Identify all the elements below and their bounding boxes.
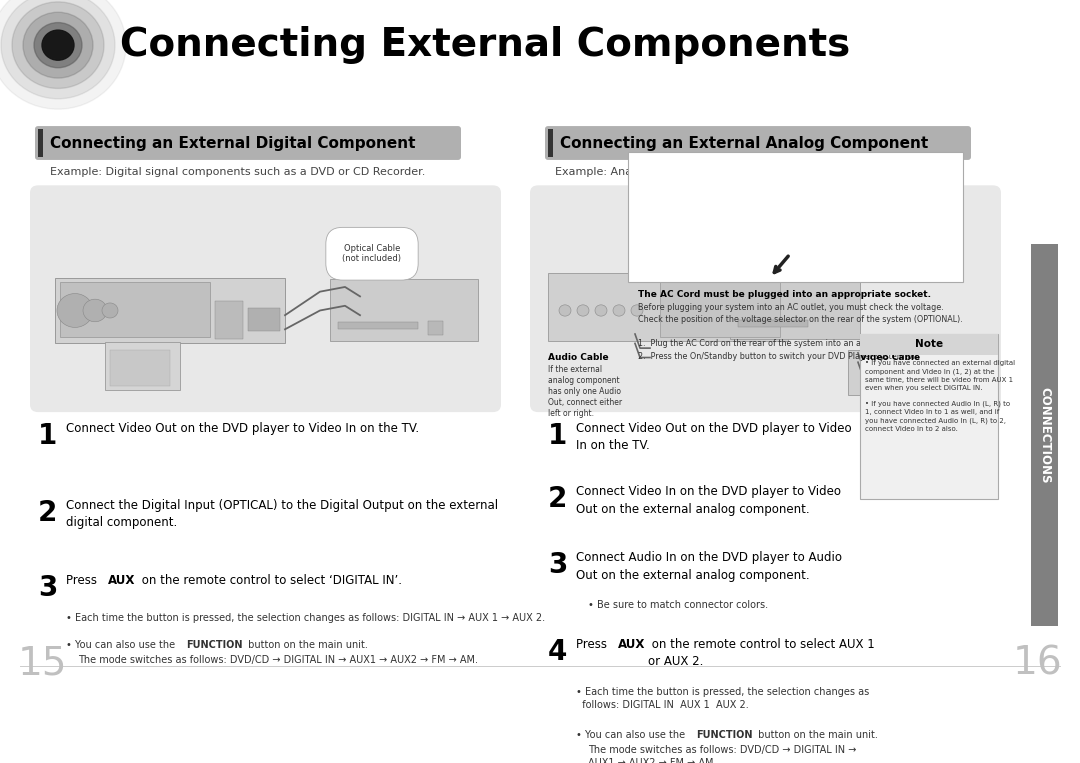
Text: 4: 4 bbox=[548, 638, 567, 666]
Text: The mode switches as follows: DVD/CD → DIGITAL IN → AUX1 → AUX2 → FM → AM.: The mode switches as follows: DVD/CD → D… bbox=[78, 655, 478, 665]
Bar bbox=[548, 129, 553, 157]
Text: • Be sure to match connector colors.: • Be sure to match connector colors. bbox=[588, 600, 768, 610]
Circle shape bbox=[12, 2, 104, 89]
FancyBboxPatch shape bbox=[545, 126, 971, 160]
Text: on the remote control to select ‘DIGITAL IN’.: on the remote control to select ‘DIGITAL… bbox=[138, 574, 402, 587]
FancyBboxPatch shape bbox=[530, 185, 1001, 412]
Circle shape bbox=[595, 305, 607, 316]
Text: Connecting External Components: Connecting External Components bbox=[120, 26, 850, 64]
Bar bbox=[738, 320, 808, 327]
Text: If the external
analog component
has only one Audio
Out, connect either
left or : If the external analog component has onl… bbox=[548, 365, 622, 418]
Bar bbox=[660, 280, 780, 336]
Text: 15: 15 bbox=[18, 644, 67, 682]
FancyBboxPatch shape bbox=[30, 185, 501, 412]
Circle shape bbox=[559, 305, 571, 316]
Text: Connect Video Out on the DVD player to Video In on the TV.: Connect Video Out on the DVD player to V… bbox=[66, 421, 419, 434]
Text: Before plugging your system into an AC outlet, you must check the voltage.
Check: Before plugging your system into an AC o… bbox=[638, 303, 962, 361]
Circle shape bbox=[42, 30, 75, 60]
Text: • If you have connected an external digital
component and Video In (1, 2) at the: • If you have connected an external digi… bbox=[865, 360, 1015, 432]
Circle shape bbox=[631, 305, 643, 316]
Text: button on the main unit.: button on the main unit. bbox=[245, 640, 368, 650]
Circle shape bbox=[1, 0, 114, 98]
Text: • You can also use the: • You can also use the bbox=[66, 640, 178, 650]
Circle shape bbox=[83, 299, 107, 322]
Bar bbox=[330, 279, 478, 340]
Text: The AC Cord must be plugged into an appropriate socket.: The AC Cord must be plugged into an appr… bbox=[638, 290, 931, 299]
Text: Press: Press bbox=[66, 574, 100, 587]
Text: Connecting an External Digital Component: Connecting an External Digital Component bbox=[50, 136, 416, 150]
Text: 2: 2 bbox=[38, 499, 57, 526]
FancyBboxPatch shape bbox=[627, 153, 963, 282]
Text: • You can also use the: • You can also use the bbox=[576, 730, 688, 740]
Bar bbox=[110, 350, 170, 386]
Text: • Each time the button is pressed, the selection changes as follows: DIGITAL IN : • Each time the button is pressed, the s… bbox=[66, 613, 545, 623]
Text: Press: Press bbox=[576, 638, 611, 651]
Bar bbox=[248, 307, 280, 331]
Text: on the remote control to select AUX 1
or AUX 2.: on the remote control to select AUX 1 or… bbox=[648, 638, 875, 668]
Circle shape bbox=[33, 23, 82, 68]
Bar bbox=[55, 278, 285, 343]
Bar bbox=[860, 334, 998, 355]
Text: • Each time the button is pressed, the selection changes as
  follows: DIGITAL I: • Each time the button is pressed, the s… bbox=[576, 687, 869, 710]
Bar bbox=[105, 342, 180, 391]
Text: Connecting an External Analog Component: Connecting an External Analog Component bbox=[561, 136, 928, 150]
Text: button on the main unit.: button on the main unit. bbox=[755, 730, 878, 740]
Text: 1: 1 bbox=[38, 421, 57, 449]
Text: Note: Note bbox=[915, 340, 943, 349]
Text: AUX: AUX bbox=[108, 574, 135, 587]
Text: 2: 2 bbox=[548, 485, 567, 513]
FancyBboxPatch shape bbox=[35, 126, 461, 160]
Bar bbox=[848, 350, 913, 395]
Circle shape bbox=[57, 294, 93, 327]
Text: Connect Video In on the DVD player to Video
Out on the external analog component: Connect Video In on the DVD player to Vi… bbox=[576, 485, 841, 516]
Circle shape bbox=[577, 305, 589, 316]
Bar bbox=[730, 278, 860, 339]
Text: 3: 3 bbox=[38, 574, 57, 602]
Text: FUNCTION: FUNCTION bbox=[186, 640, 243, 650]
Bar bbox=[338, 322, 418, 330]
Bar bbox=[60, 282, 210, 336]
Text: Connect Video Out on the DVD player to Video
In on the TV.: Connect Video Out on the DVD player to V… bbox=[576, 421, 852, 452]
Text: 16: 16 bbox=[1012, 644, 1062, 682]
Circle shape bbox=[102, 303, 118, 318]
Text: FUNCTION: FUNCTION bbox=[696, 730, 753, 740]
Text: Video Cable: Video Cable bbox=[860, 353, 920, 362]
Text: 1: 1 bbox=[548, 421, 567, 449]
Bar bbox=[860, 334, 998, 499]
Text: Optical Cable
(not included): Optical Cable (not included) bbox=[342, 244, 402, 263]
Text: The mode switches as follows: DVD/CD → DIGITAL IN →
AUX1 → AUX2 → FM → AM.: The mode switches as follows: DVD/CD → D… bbox=[588, 745, 856, 763]
Text: CONNECTIONS: CONNECTIONS bbox=[1038, 387, 1052, 483]
Text: Example: Digital signal components such as a DVD or CD Recorder.: Example: Digital signal components such … bbox=[50, 167, 426, 178]
Text: Example: Analog signal components such as a VCR, Camcorder, and TV.: Example: Analog signal components such a… bbox=[555, 167, 957, 178]
Text: AUX: AUX bbox=[618, 638, 646, 651]
Circle shape bbox=[613, 305, 625, 316]
Circle shape bbox=[0, 0, 126, 109]
Bar bbox=[215, 301, 243, 339]
Text: Connect Audio In on the DVD player to Audio
Out on the external analog component: Connect Audio In on the DVD player to Au… bbox=[576, 552, 842, 582]
Bar bbox=[548, 273, 788, 340]
Text: Audio Cable: Audio Cable bbox=[548, 353, 609, 362]
Bar bbox=[428, 320, 443, 335]
Circle shape bbox=[23, 12, 93, 78]
Circle shape bbox=[44, 32, 72, 58]
Text: Connect the Digital Input (OPTICAL) to the Digital Output on the external
digita: Connect the Digital Input (OPTICAL) to t… bbox=[66, 499, 498, 530]
Text: 3: 3 bbox=[548, 552, 567, 579]
Bar bbox=[38, 129, 43, 157]
